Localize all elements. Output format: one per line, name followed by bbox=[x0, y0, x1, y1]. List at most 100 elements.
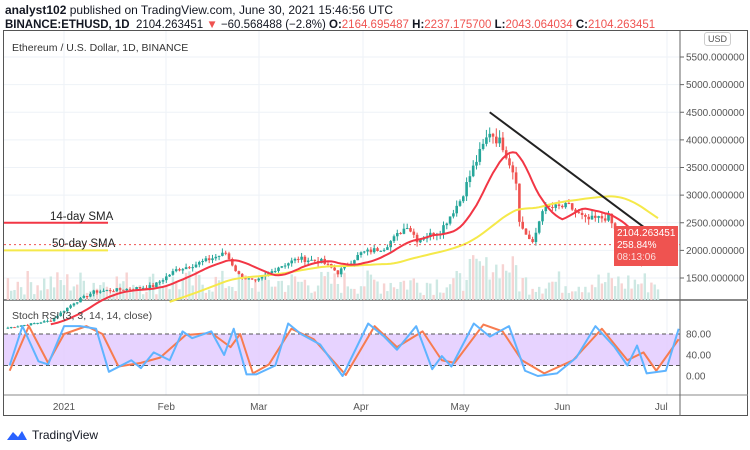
volume-bar bbox=[231, 286, 234, 300]
candle-body bbox=[280, 266, 284, 268]
candle-body bbox=[366, 249, 369, 252]
volume-bar bbox=[475, 258, 478, 300]
volume-bar bbox=[287, 285, 290, 300]
volume-bar bbox=[455, 270, 458, 300]
volume-bar bbox=[567, 292, 571, 300]
candle-body bbox=[184, 267, 188, 270]
volume-bar bbox=[211, 291, 214, 300]
volume-bar bbox=[439, 292, 442, 300]
candle-body bbox=[297, 258, 300, 260]
volume-bar bbox=[280, 280, 283, 300]
volume-bar bbox=[307, 285, 310, 300]
time-tick-label: Mar bbox=[250, 402, 268, 413]
candle-body bbox=[194, 264, 198, 268]
volume-bar bbox=[382, 283, 386, 300]
rsi-tick-label: 40.00 bbox=[686, 351, 711, 362]
brand-text: TradingView bbox=[32, 428, 99, 442]
volume-bar bbox=[369, 274, 373, 300]
volume-bar bbox=[237, 271, 241, 300]
candle-body bbox=[564, 202, 567, 208]
volume-bar bbox=[313, 291, 316, 300]
volume-bar bbox=[623, 288, 627, 300]
volume-bar bbox=[607, 272, 610, 300]
candle-body bbox=[392, 236, 396, 242]
volume-bar bbox=[465, 279, 468, 300]
candle-body bbox=[42, 321, 46, 323]
candle-body bbox=[168, 274, 171, 277]
volume-bar bbox=[373, 279, 376, 300]
volume-bar bbox=[112, 293, 115, 300]
candle-body bbox=[122, 289, 125, 291]
volume-bar bbox=[175, 282, 178, 300]
volume-bar bbox=[221, 270, 224, 300]
volume-bar bbox=[135, 289, 138, 300]
last-price: 2104.263451 bbox=[135, 19, 204, 31]
volume-bar bbox=[541, 293, 544, 300]
countdown: 08:13:06 bbox=[617, 252, 656, 263]
percent: 258.84% bbox=[617, 240, 657, 251]
candle-body bbox=[415, 234, 419, 243]
change: −60.568488 (−2.8%) bbox=[220, 19, 326, 31]
currency-button[interactable]: USD bbox=[704, 32, 732, 46]
chart-frame[interactable] bbox=[3, 30, 748, 416]
volume-bar bbox=[538, 286, 541, 300]
candle-body bbox=[174, 269, 178, 272]
volume-bar bbox=[274, 286, 277, 300]
candle-body bbox=[112, 291, 115, 293]
volume-bar bbox=[656, 289, 660, 300]
volume-bar bbox=[613, 286, 617, 300]
author[interactable]: analyst102 bbox=[5, 3, 67, 17]
volume-bar bbox=[528, 294, 531, 300]
open: 2164.695487 bbox=[341, 19, 409, 31]
candle-body bbox=[554, 204, 557, 208]
candle-body bbox=[254, 279, 257, 281]
tradingview-logo[interactable]: TradingView bbox=[6, 428, 98, 442]
volume-bar bbox=[204, 292, 208, 300]
volume-bar bbox=[165, 286, 168, 300]
volume-bar bbox=[244, 275, 247, 300]
volume-bar bbox=[82, 280, 85, 300]
volume-bar bbox=[442, 292, 445, 300]
candle-body bbox=[85, 295, 89, 297]
volume-bar bbox=[19, 287, 23, 300]
volume-bar bbox=[290, 274, 293, 300]
candle-body bbox=[399, 233, 402, 235]
volume-bar bbox=[518, 291, 521, 300]
volume-bar bbox=[495, 264, 498, 300]
volume-bar bbox=[267, 279, 270, 300]
candle-body bbox=[273, 271, 277, 273]
volume-bar bbox=[145, 291, 148, 300]
candle-body bbox=[544, 205, 548, 212]
candle-body bbox=[118, 288, 122, 290]
volume-bar bbox=[23, 294, 26, 300]
candle-body bbox=[72, 303, 76, 306]
indicator-label[interactable]: Stoch RSI (3, 3, 14, 14, close) bbox=[12, 310, 153, 322]
volume-bar bbox=[69, 290, 72, 300]
candle-body bbox=[227, 253, 231, 259]
candle-body bbox=[511, 165, 515, 173]
volume-bar bbox=[544, 288, 547, 300]
volume-bar bbox=[72, 286, 76, 300]
volume-bar bbox=[326, 271, 330, 300]
candle-body bbox=[389, 241, 392, 248]
down-arrow-icon: ▼ bbox=[206, 19, 218, 31]
candle-body bbox=[46, 320, 49, 322]
volume-bar bbox=[346, 286, 349, 300]
volume-bar bbox=[366, 270, 369, 300]
candle-body bbox=[237, 271, 241, 274]
candle-body bbox=[452, 213, 455, 217]
volume-bar bbox=[217, 280, 221, 300]
volume-bar bbox=[26, 271, 29, 300]
volume-bar bbox=[208, 289, 211, 300]
volume-bar bbox=[412, 278, 415, 300]
volume-bar bbox=[49, 276, 52, 300]
candle-body bbox=[6, 327, 10, 329]
candle-body bbox=[600, 216, 604, 219]
candle-body bbox=[89, 293, 92, 297]
candle-body bbox=[481, 143, 485, 149]
volume-bar bbox=[155, 294, 158, 300]
volume-bar bbox=[435, 279, 439, 300]
candle-body bbox=[92, 290, 95, 294]
volume-bar bbox=[224, 288, 227, 300]
